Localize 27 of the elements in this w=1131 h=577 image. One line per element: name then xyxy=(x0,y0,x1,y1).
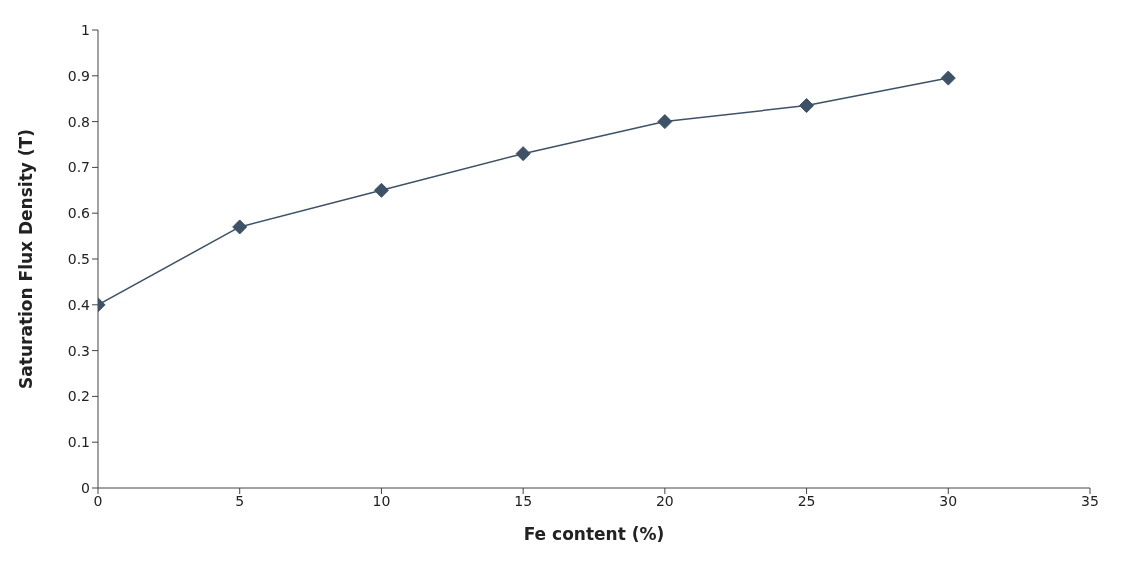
x-tick-label: 5 xyxy=(235,492,245,509)
y-tick-label: 0.1 xyxy=(67,434,90,451)
y-tick-label: 0.4 xyxy=(67,296,91,313)
x-tick-label: 0 xyxy=(93,492,103,509)
y-tick-label: 1 xyxy=(81,21,90,38)
y-tick-label: 0.7 xyxy=(67,159,90,176)
y-tick-label: 0.2 xyxy=(67,388,90,405)
point xyxy=(657,114,673,130)
point xyxy=(373,182,389,198)
x-tick-label: 25 xyxy=(797,492,816,509)
x-tick-label: 30 xyxy=(939,492,958,509)
y-tick-label: 0.3 xyxy=(67,342,90,359)
y-tick-label: 0.8 xyxy=(67,113,90,130)
y-tick-label: 0.9 xyxy=(67,67,90,84)
x-tick-label: 10 xyxy=(372,492,391,509)
x-axis-title: Fe content (%) xyxy=(523,524,665,544)
point xyxy=(232,219,248,235)
point xyxy=(799,98,815,114)
y-tick-label: 0 xyxy=(81,479,90,496)
x-tick-label: 20 xyxy=(655,492,674,509)
y-tick-label: 0.6 xyxy=(67,205,91,222)
point xyxy=(515,146,531,162)
y-tick-label: 0.5 xyxy=(67,250,90,267)
x-tick-label: 15 xyxy=(514,492,533,509)
x-tick-label: 35 xyxy=(1081,492,1099,509)
point xyxy=(940,70,956,86)
y-axis-title: Saturation Flux Density (T) xyxy=(16,129,37,389)
